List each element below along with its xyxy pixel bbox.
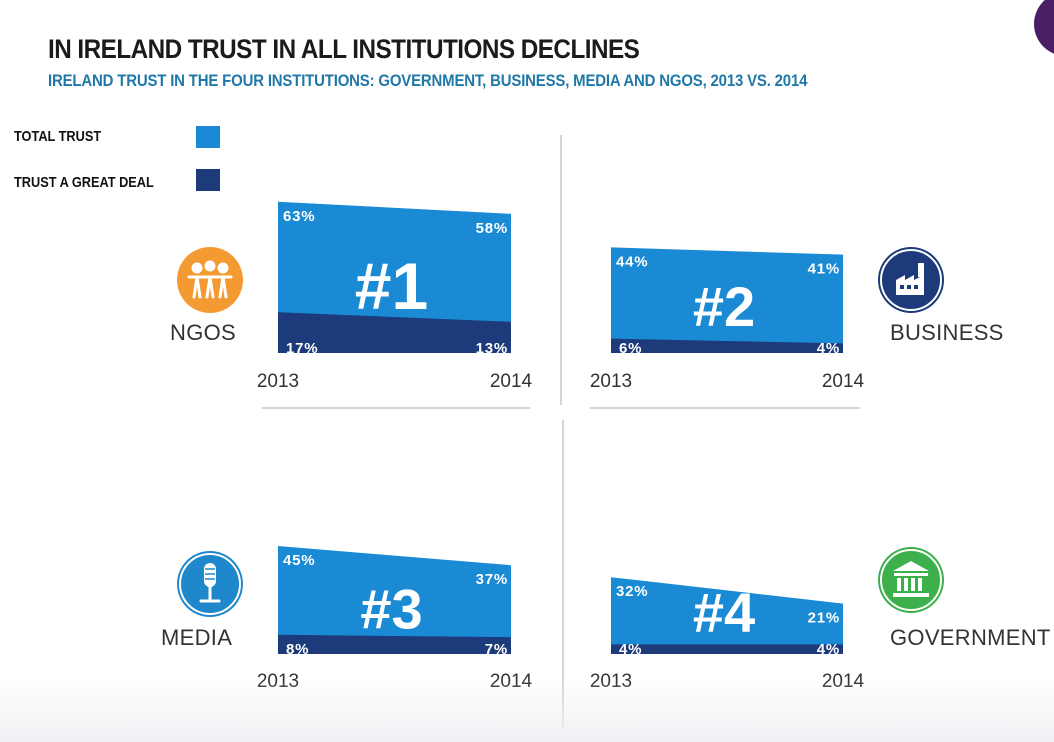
ngos-total-trust-2013-label: 63% [283, 208, 315, 225]
ngos-great-deal-area [278, 312, 511, 353]
media-year-2013-label: 2013 [257, 671, 299, 692]
legend-great-deal-label: TRUST A GREAT DEAL [14, 174, 154, 191]
government-label: GOVERNMENT [890, 625, 1051, 650]
legend-total-trust-swatch [196, 126, 220, 148]
government-great-deal-area [611, 644, 843, 654]
media-great-deal-2013-label: 8% [286, 641, 309, 658]
media-total-trust-2014-label: 37% [476, 571, 508, 588]
factory-icon [880, 249, 942, 311]
page-subtitle: IRELAND TRUST IN THE FOUR INSTITUTIONS: … [48, 71, 808, 90]
media-total-trust-2013-label: 45% [283, 552, 315, 569]
government-badge [878, 547, 944, 613]
business-badge [878, 247, 944, 313]
government-great-deal-2013-label: 4% [619, 641, 642, 658]
microphone-icon [179, 553, 241, 615]
business-rank-label: #2 [693, 275, 755, 338]
government-rank-label: #4 [693, 581, 755, 644]
government-total-trust-2014-label: 21% [808, 610, 840, 627]
media-total-trust-area [278, 546, 511, 654]
ngos-year-2014-label: 2014 [490, 371, 533, 392]
government-total-trust-2013-label: 32% [616, 583, 648, 600]
ngos-year-2013-label: 2013 [257, 371, 299, 392]
ngos-total-trust-2014-label: 58% [476, 220, 508, 237]
business-great-deal-2014-label: 4% [817, 340, 840, 357]
people-icon [187, 260, 233, 299]
legend-great-deal-swatch [196, 169, 220, 191]
business-year-2014-label: 2014 [822, 371, 865, 392]
media-year-2014-label: 2014 [490, 671, 533, 692]
government-building-icon [880, 549, 942, 611]
business-year-2013-label: 2013 [590, 371, 632, 392]
ngos-rank-label: #1 [355, 249, 428, 323]
business-great-deal-2013-label: 6% [619, 340, 642, 357]
ngos-great-deal-2013-label: 17% [286, 340, 318, 357]
media-label: MEDIA [161, 625, 233, 650]
ngos-great-deal-2014-label: 13% [476, 340, 508, 357]
government-year-2013-label: 2013 [590, 671, 632, 692]
government-great-deal-2014-label: 4% [817, 641, 840, 658]
business-total-trust-2014-label: 41% [808, 261, 840, 278]
ngos-label: NGOS [170, 320, 236, 345]
media-great-deal-2014-label: 7% [485, 641, 508, 658]
business-great-deal-area [611, 338, 843, 353]
media-great-deal-area [278, 634, 511, 654]
business-label: BUSINESS [890, 320, 1004, 345]
media-rank-label: #3 [360, 578, 422, 641]
business-total-trust-area [611, 247, 843, 353]
media-badge [177, 551, 243, 617]
corner-decoration [1034, 0, 1054, 56]
ngos-badge [177, 247, 243, 313]
page-title: IN IRELAND TRUST IN ALL INSTITUTIONS DEC… [48, 34, 640, 64]
legend-total-trust-label: TOTAL TRUST [14, 128, 102, 145]
government-total-trust-area [611, 577, 843, 654]
government-year-2014-label: 2014 [822, 671, 865, 692]
business-total-trust-2013-label: 44% [616, 253, 648, 270]
